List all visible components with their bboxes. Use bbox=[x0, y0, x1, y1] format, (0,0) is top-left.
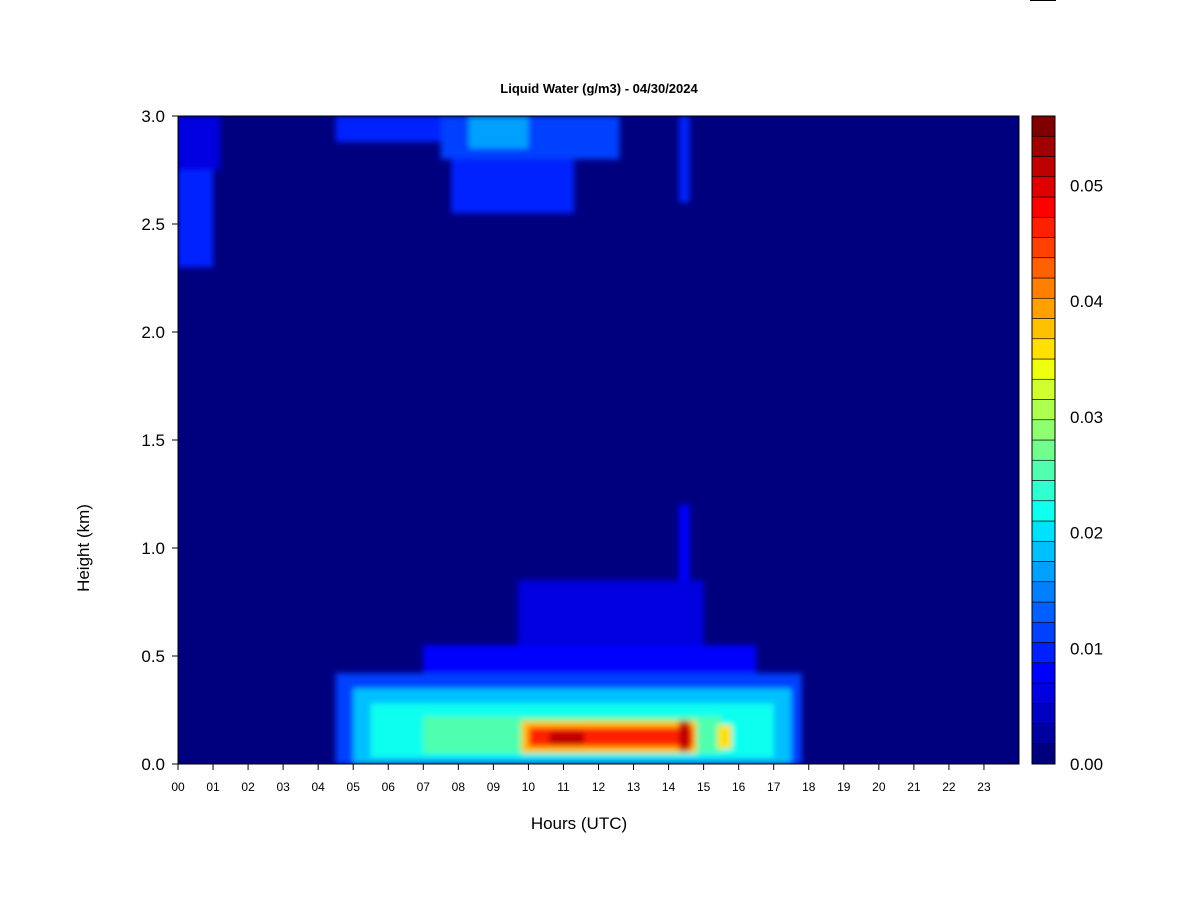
colorbar-tick-label: 0.03 bbox=[1070, 408, 1103, 427]
colorbar-swatch bbox=[1031, 561, 1056, 583]
colorbar-swatch bbox=[1031, 257, 1056, 279]
x-tick-label: 01 bbox=[206, 780, 220, 794]
x-tick-label: 03 bbox=[276, 780, 290, 794]
colorbar bbox=[1031, 115, 1056, 765]
colorbar-swatch bbox=[1031, 621, 1056, 643]
heatmap-region-3 bbox=[440, 116, 620, 160]
x-tick-label: 10 bbox=[522, 780, 536, 794]
colorbar-swatch bbox=[1031, 601, 1056, 623]
colorbar-swatch bbox=[1031, 318, 1056, 340]
x-tick-label: 11 bbox=[557, 780, 570, 794]
x-axis: 00 01 02 03 04 05 06 07 08 09 10 11 12 13 14 15 16 17 18 19… bbox=[171, 764, 991, 794]
colorbar-swatch bbox=[1031, 277, 1056, 299]
colorbar-swatch bbox=[1031, 135, 1056, 157]
x-tick-label: 17 bbox=[767, 780, 781, 794]
heatmap-region-1 bbox=[178, 116, 221, 170]
heatmap-region-9 bbox=[517, 580, 704, 646]
heatmap-region-16 bbox=[549, 731, 585, 745]
heatmap-region-2 bbox=[335, 116, 441, 142]
colorbar-ticks: 0.00 0.01 0.02 0.03 0.04 0.05 bbox=[1070, 176, 1103, 774]
x-tick-label: 18 bbox=[802, 780, 816, 794]
heatmap-region-5 bbox=[468, 116, 529, 149]
x-tick-label: 06 bbox=[382, 780, 396, 794]
colorbar-swatch bbox=[1031, 662, 1056, 684]
y-tick-label: 0.5 bbox=[141, 647, 165, 666]
heatmap-region-6 bbox=[679, 116, 690, 203]
x-tick-label: 07 bbox=[417, 780, 431, 794]
colorbar-swatch bbox=[1031, 156, 1056, 178]
colorbar-swatch bbox=[1031, 642, 1056, 664]
x-tick-label: 13 bbox=[627, 780, 641, 794]
heatmap-region-0 bbox=[178, 170, 214, 268]
colorbar-swatch bbox=[1031, 358, 1056, 380]
y-axis-label: Height (km) bbox=[74, 504, 93, 592]
colorbar-tick-label: 0.00 bbox=[1070, 755, 1103, 774]
x-tick-label: 00 bbox=[171, 780, 185, 794]
x-tick-label: 15 bbox=[697, 780, 711, 794]
y-tick-label: 1.5 bbox=[141, 431, 165, 450]
y-tick-label: 2.0 bbox=[141, 323, 165, 342]
heatmap-region-8 bbox=[423, 645, 757, 674]
colorbar-swatch bbox=[1031, 723, 1056, 745]
colorbar-tick-label: 0.01 bbox=[1070, 639, 1103, 658]
colorbar-swatch bbox=[1031, 743, 1056, 765]
colorbar-swatch bbox=[1031, 480, 1056, 502]
x-tick-label: 14 bbox=[662, 780, 676, 794]
x-tick-label: 16 bbox=[732, 780, 746, 794]
colorbar-swatch bbox=[1031, 237, 1056, 259]
x-tick-label: 05 bbox=[347, 780, 361, 794]
chart-title: Liquid Water (g/m3) - 04/30/2024 bbox=[500, 81, 698, 96]
y-tick-label: 1.0 bbox=[141, 539, 165, 558]
x-tick-label: 12 bbox=[592, 780, 606, 794]
colorbar-swatch bbox=[1031, 520, 1056, 542]
heatmap-region-18 bbox=[717, 725, 732, 749]
x-tick-label: 19 bbox=[837, 780, 851, 794]
y-axis: 0.0 0.5 1.0 1.5 2.0 2.5 3.0 bbox=[141, 107, 178, 774]
y-tick-label: 3.0 bbox=[141, 107, 165, 126]
colorbar-swatch bbox=[1031, 115, 1056, 137]
heatmap-region-10 bbox=[679, 504, 690, 581]
x-tick-label: 21 bbox=[907, 780, 921, 794]
y-tick-label: 2.5 bbox=[141, 215, 165, 234]
colorbar-tick-label: 0.02 bbox=[1070, 524, 1103, 543]
colorbar-swatch bbox=[1031, 176, 1056, 198]
colorbar-swatch bbox=[1031, 196, 1056, 218]
colorbar-swatch bbox=[1031, 540, 1056, 562]
colorbar-swatch bbox=[1031, 439, 1056, 461]
colorbar-swatch bbox=[1031, 459, 1056, 481]
colorbar-swatch bbox=[1031, 419, 1056, 441]
x-tick-label: 04 bbox=[311, 780, 325, 794]
colorbar-swatch bbox=[1031, 682, 1056, 704]
y-tick-label: 0.0 bbox=[141, 755, 165, 774]
colorbar-swatch bbox=[1031, 500, 1056, 522]
plot-area bbox=[177, 115, 1020, 765]
colorbar-swatch bbox=[1031, 338, 1056, 360]
corner-marker bbox=[1030, 0, 1056, 1]
x-tick-label: 09 bbox=[487, 780, 501, 794]
colorbar-swatch bbox=[1031, 297, 1056, 319]
colorbar-tick-label: 0.05 bbox=[1070, 176, 1103, 195]
colorbar-tick-label: 0.04 bbox=[1070, 292, 1103, 311]
heatmap-region-17 bbox=[679, 720, 690, 752]
colorbar-frame bbox=[1031, 115, 1056, 765]
heatmap-region-4 bbox=[451, 159, 574, 214]
colorbar-swatch bbox=[1031, 702, 1056, 724]
x-tick-label: 20 bbox=[872, 780, 886, 794]
colorbar-swatch bbox=[1031, 216, 1056, 238]
colorbar-swatch bbox=[1031, 378, 1056, 400]
colorbar-swatch bbox=[1031, 581, 1056, 603]
x-tick-label: 02 bbox=[241, 780, 255, 794]
x-tick-label: 22 bbox=[942, 780, 956, 794]
x-tick-label: 08 bbox=[452, 780, 466, 794]
x-axis-label: Hours (UTC) bbox=[531, 814, 627, 833]
heatmap-cells bbox=[178, 116, 802, 764]
colorbar-swatch bbox=[1031, 399, 1056, 421]
x-tick-label: 23 bbox=[977, 780, 991, 794]
